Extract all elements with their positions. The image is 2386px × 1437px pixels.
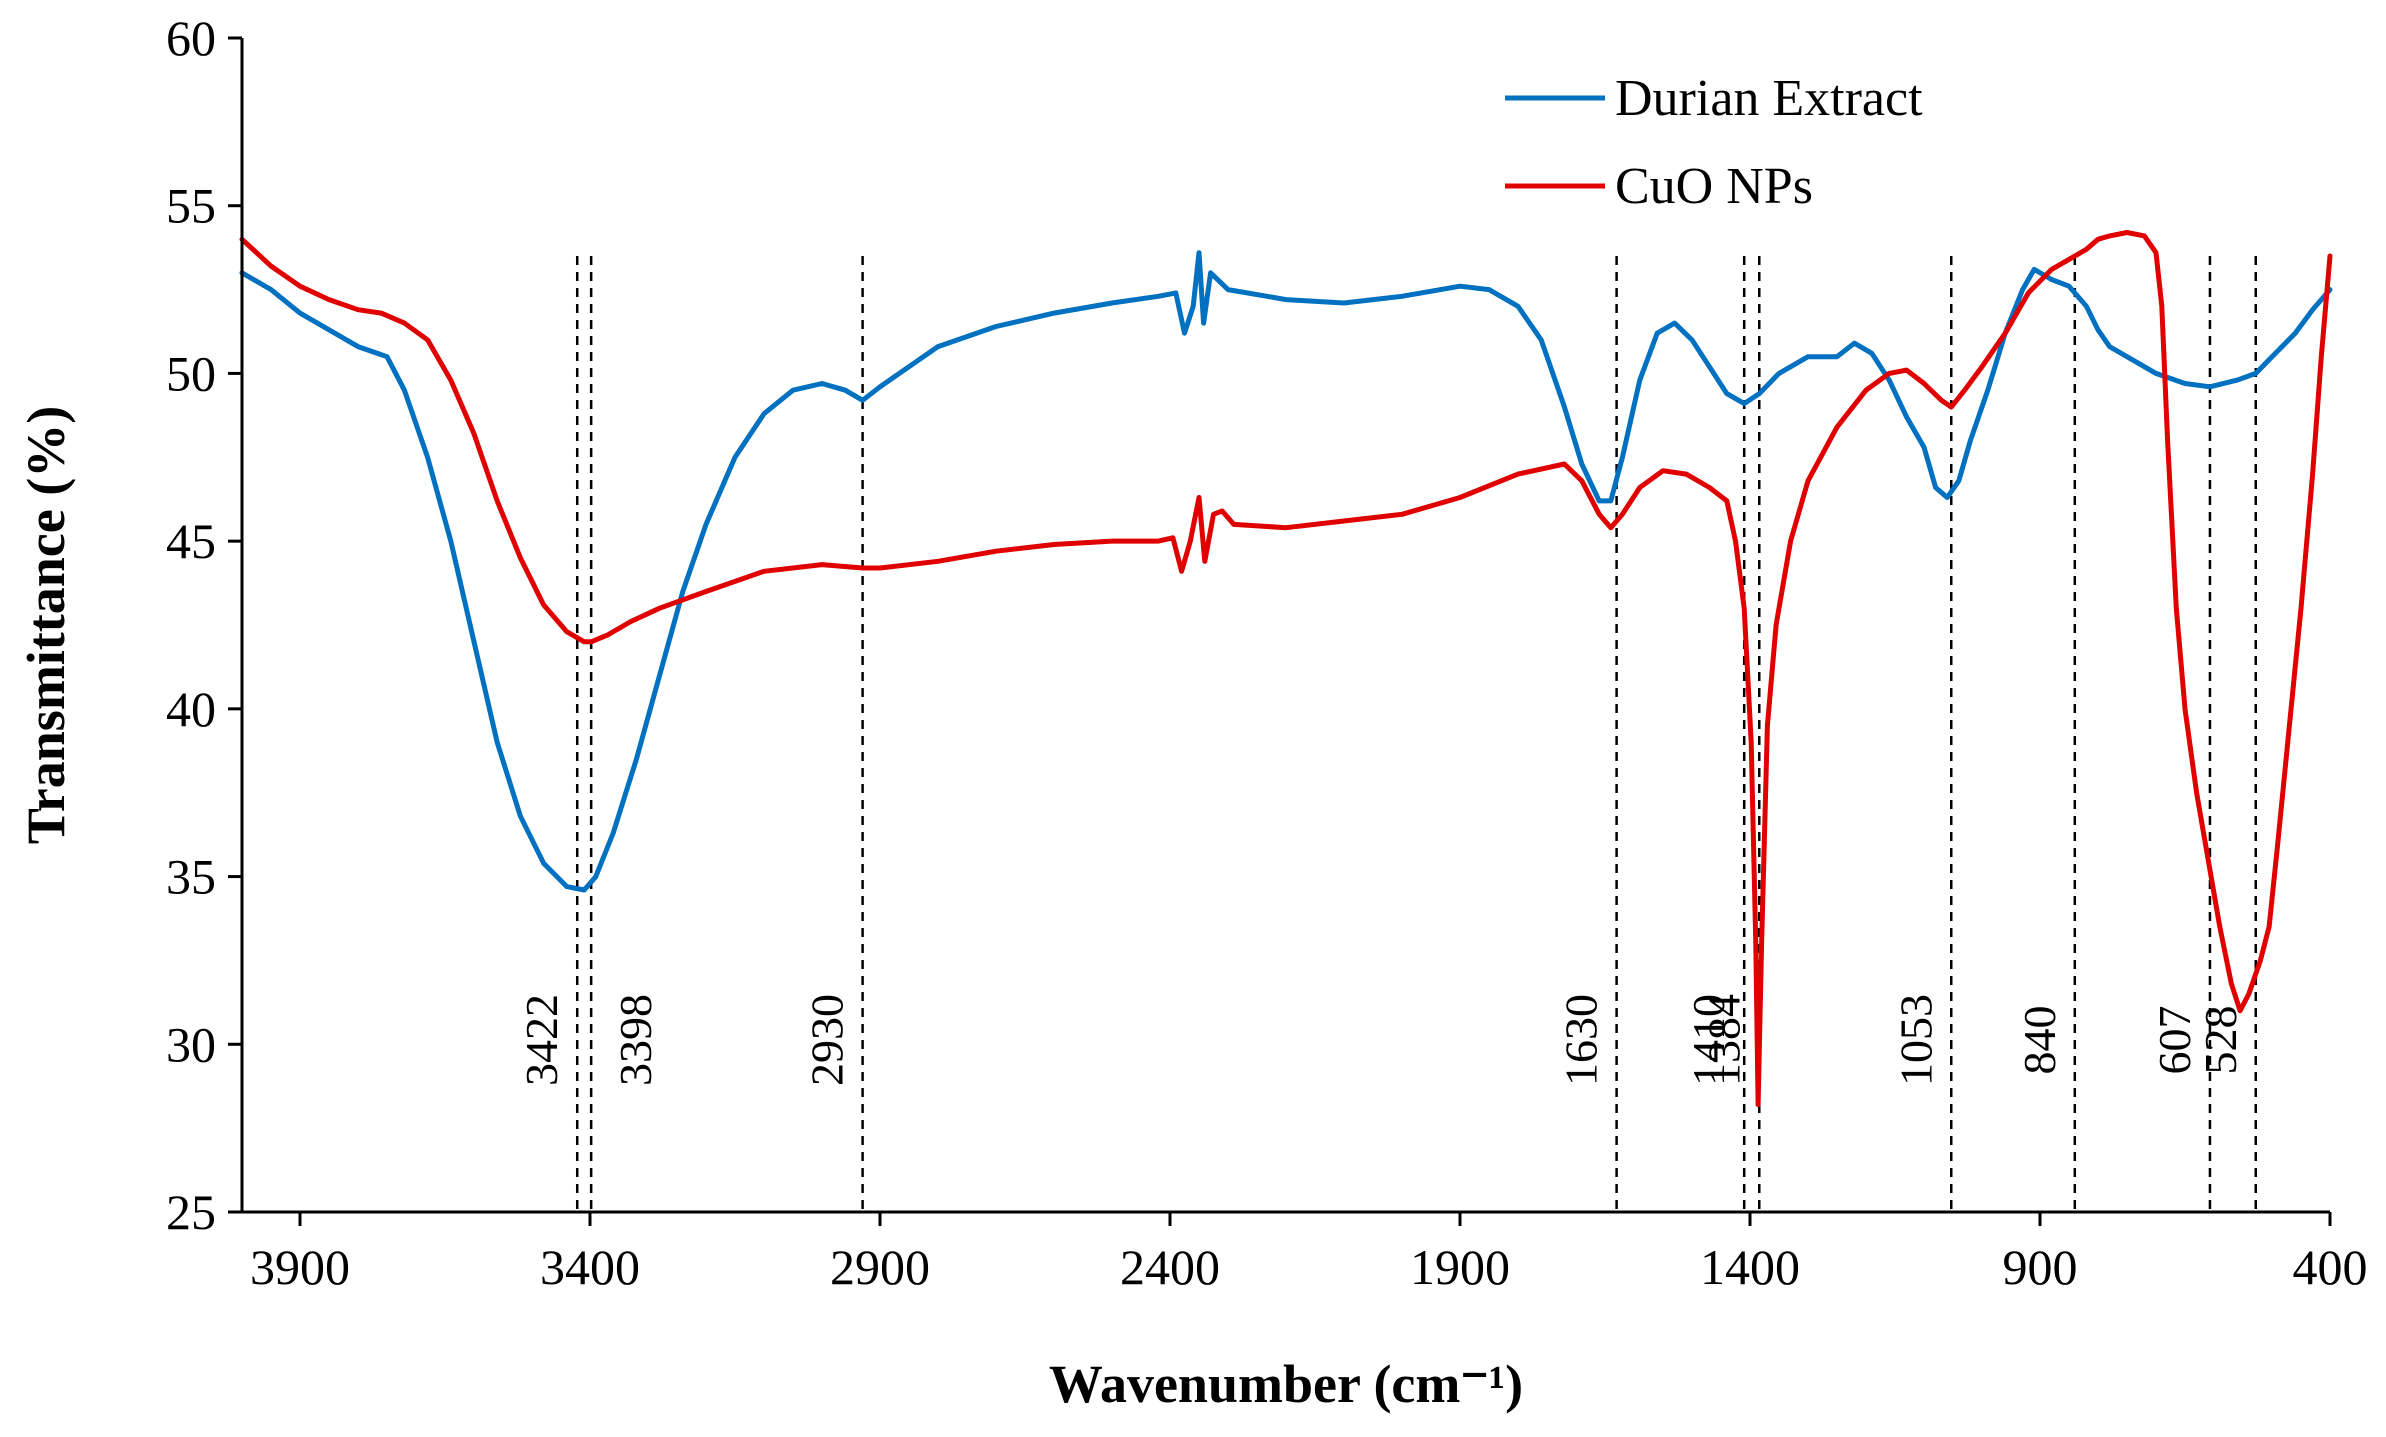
peak-label: 1053	[1890, 994, 1941, 1086]
x-tick-label: 1900	[1410, 1239, 1510, 1295]
x-axis-title: Wavenumber (cm⁻¹)	[1049, 1354, 1523, 1414]
y-tick-label: 30	[166, 1016, 216, 1072]
series-line	[239, 230, 2333, 1108]
y-tick-label: 60	[166, 10, 216, 66]
y-tick-label: 55	[166, 178, 216, 234]
y-tick-label: 25	[166, 1184, 216, 1240]
axis-ticks: 25 30 35 40 45 50 55 60 3900 3400 2900 2400 1900 1400…	[166, 10, 2368, 1295]
series-line	[239, 250, 2333, 893]
peak-label: 528	[2195, 1006, 2246, 1075]
peak-label: 3422	[516, 994, 567, 1086]
legend-label: CuO NPs	[1615, 158, 1813, 215]
y-tick-label: 40	[166, 681, 216, 737]
x-tick-label: 400	[2293, 1239, 2368, 1295]
y-tick-label: 45	[166, 513, 216, 569]
x-tick-label: 3400	[540, 1239, 640, 1295]
x-tick-label: 2400	[1120, 1239, 1220, 1295]
legend-label: Durian Extract	[1615, 70, 1923, 127]
y-tick-label: 50	[166, 345, 216, 401]
y-tick-label: 35	[166, 849, 216, 905]
peak-label: 1630	[1556, 994, 1607, 1086]
peak-label: 2930	[802, 994, 853, 1086]
x-tick-label: 2900	[830, 1239, 930, 1295]
y-axis-title: Transmittance (%)	[16, 406, 76, 844]
peak-label: 1384	[1698, 994, 1749, 1086]
peak-label: 3398	[610, 994, 661, 1086]
peak-label: 1410	[1683, 994, 1734, 1086]
x-tick-label: 3900	[250, 1239, 350, 1295]
peak-label: 607	[2149, 1006, 2200, 1075]
data-series	[239, 230, 2333, 1108]
legend: Durian Extract CuO NPs	[1505, 70, 1923, 215]
peak-label: 840	[2014, 1006, 2065, 1075]
x-tick-label: 900	[2003, 1239, 2078, 1295]
x-tick-label: 1400	[1700, 1239, 1800, 1295]
